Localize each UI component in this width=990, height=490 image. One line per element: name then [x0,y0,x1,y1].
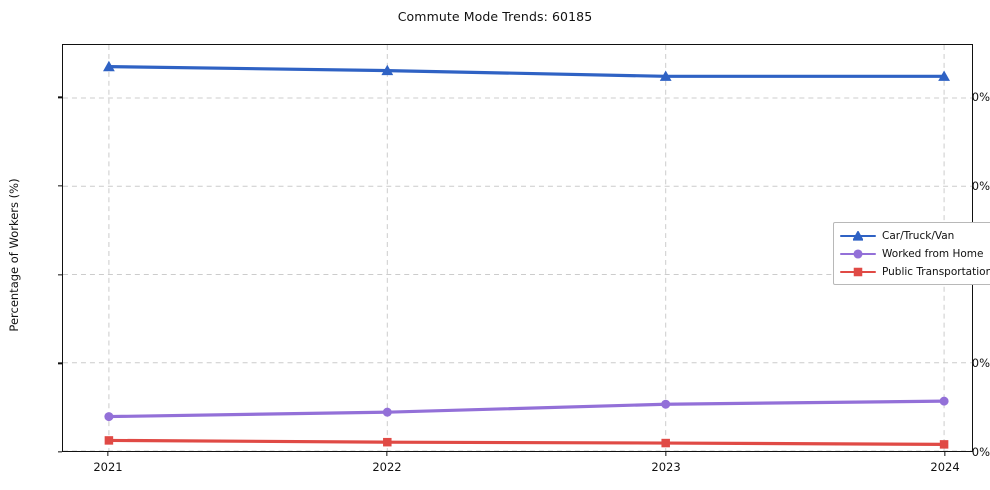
legend-label: Car/Truck/Van [882,229,955,242]
data-point-marker [938,70,950,81]
legend-marker-square-icon [853,267,863,276]
x-tick-label: 2023 [651,460,681,474]
data-point-marker [661,399,671,409]
legend-label: Worked from Home [882,247,984,260]
data-point-marker [853,230,863,241]
series-line [107,438,946,446]
legend-swatch [840,247,876,261]
legend-item[interactable]: Car/Truck/Van [840,228,990,243]
y-tick-mark [58,362,62,364]
plot-area [62,44,973,452]
data-point-marker [381,64,394,76]
y-axis-label: Percentage of Workers (%) [7,178,21,332]
data-point-marker [382,407,392,417]
data-point-marker [661,438,670,448]
data-point-marker [853,267,863,276]
data-point-marker [853,248,863,259]
legend-marker-triangle-icon [853,230,863,241]
x-tick-mark [665,452,667,456]
data-point-marker [939,396,949,406]
legend-swatch [840,229,876,243]
data-point-marker [104,436,114,445]
x-tick-label: 2021 [93,460,123,474]
y-tick-mark [58,185,62,187]
data-point-marker [383,437,392,447]
legend-marker-circle-icon [853,248,863,259]
chart-title: Commute Mode Trends: 60185 [397,9,593,24]
plot-svg [63,45,972,451]
x-tick-mark [944,452,946,456]
x-tick-mark [386,452,388,456]
y-tick-label: 0% [971,445,990,459]
y-tick-mark [58,273,62,276]
legend-item[interactable]: Public Transportation [840,264,990,279]
x-tick-mark [107,452,109,456]
y-tick-mark [58,96,62,98]
legend-swatch [840,265,876,279]
x-tick-label: 2022 [372,460,402,474]
data-point-marker [104,412,114,422]
data-point-marker [659,70,672,81]
data-point-marker [939,440,949,449]
y-tick-mark [58,451,62,453]
series-line [107,65,946,78]
legend-item[interactable]: Worked from Home [840,246,990,261]
data-point-marker [103,60,115,72]
legend-label: Public Transportation [882,265,990,278]
chart-legend: Car/Truck/Van Worked from Home Public Tran… [833,222,990,285]
x-tick-label: 2024 [930,460,960,474]
series-line [107,399,946,419]
